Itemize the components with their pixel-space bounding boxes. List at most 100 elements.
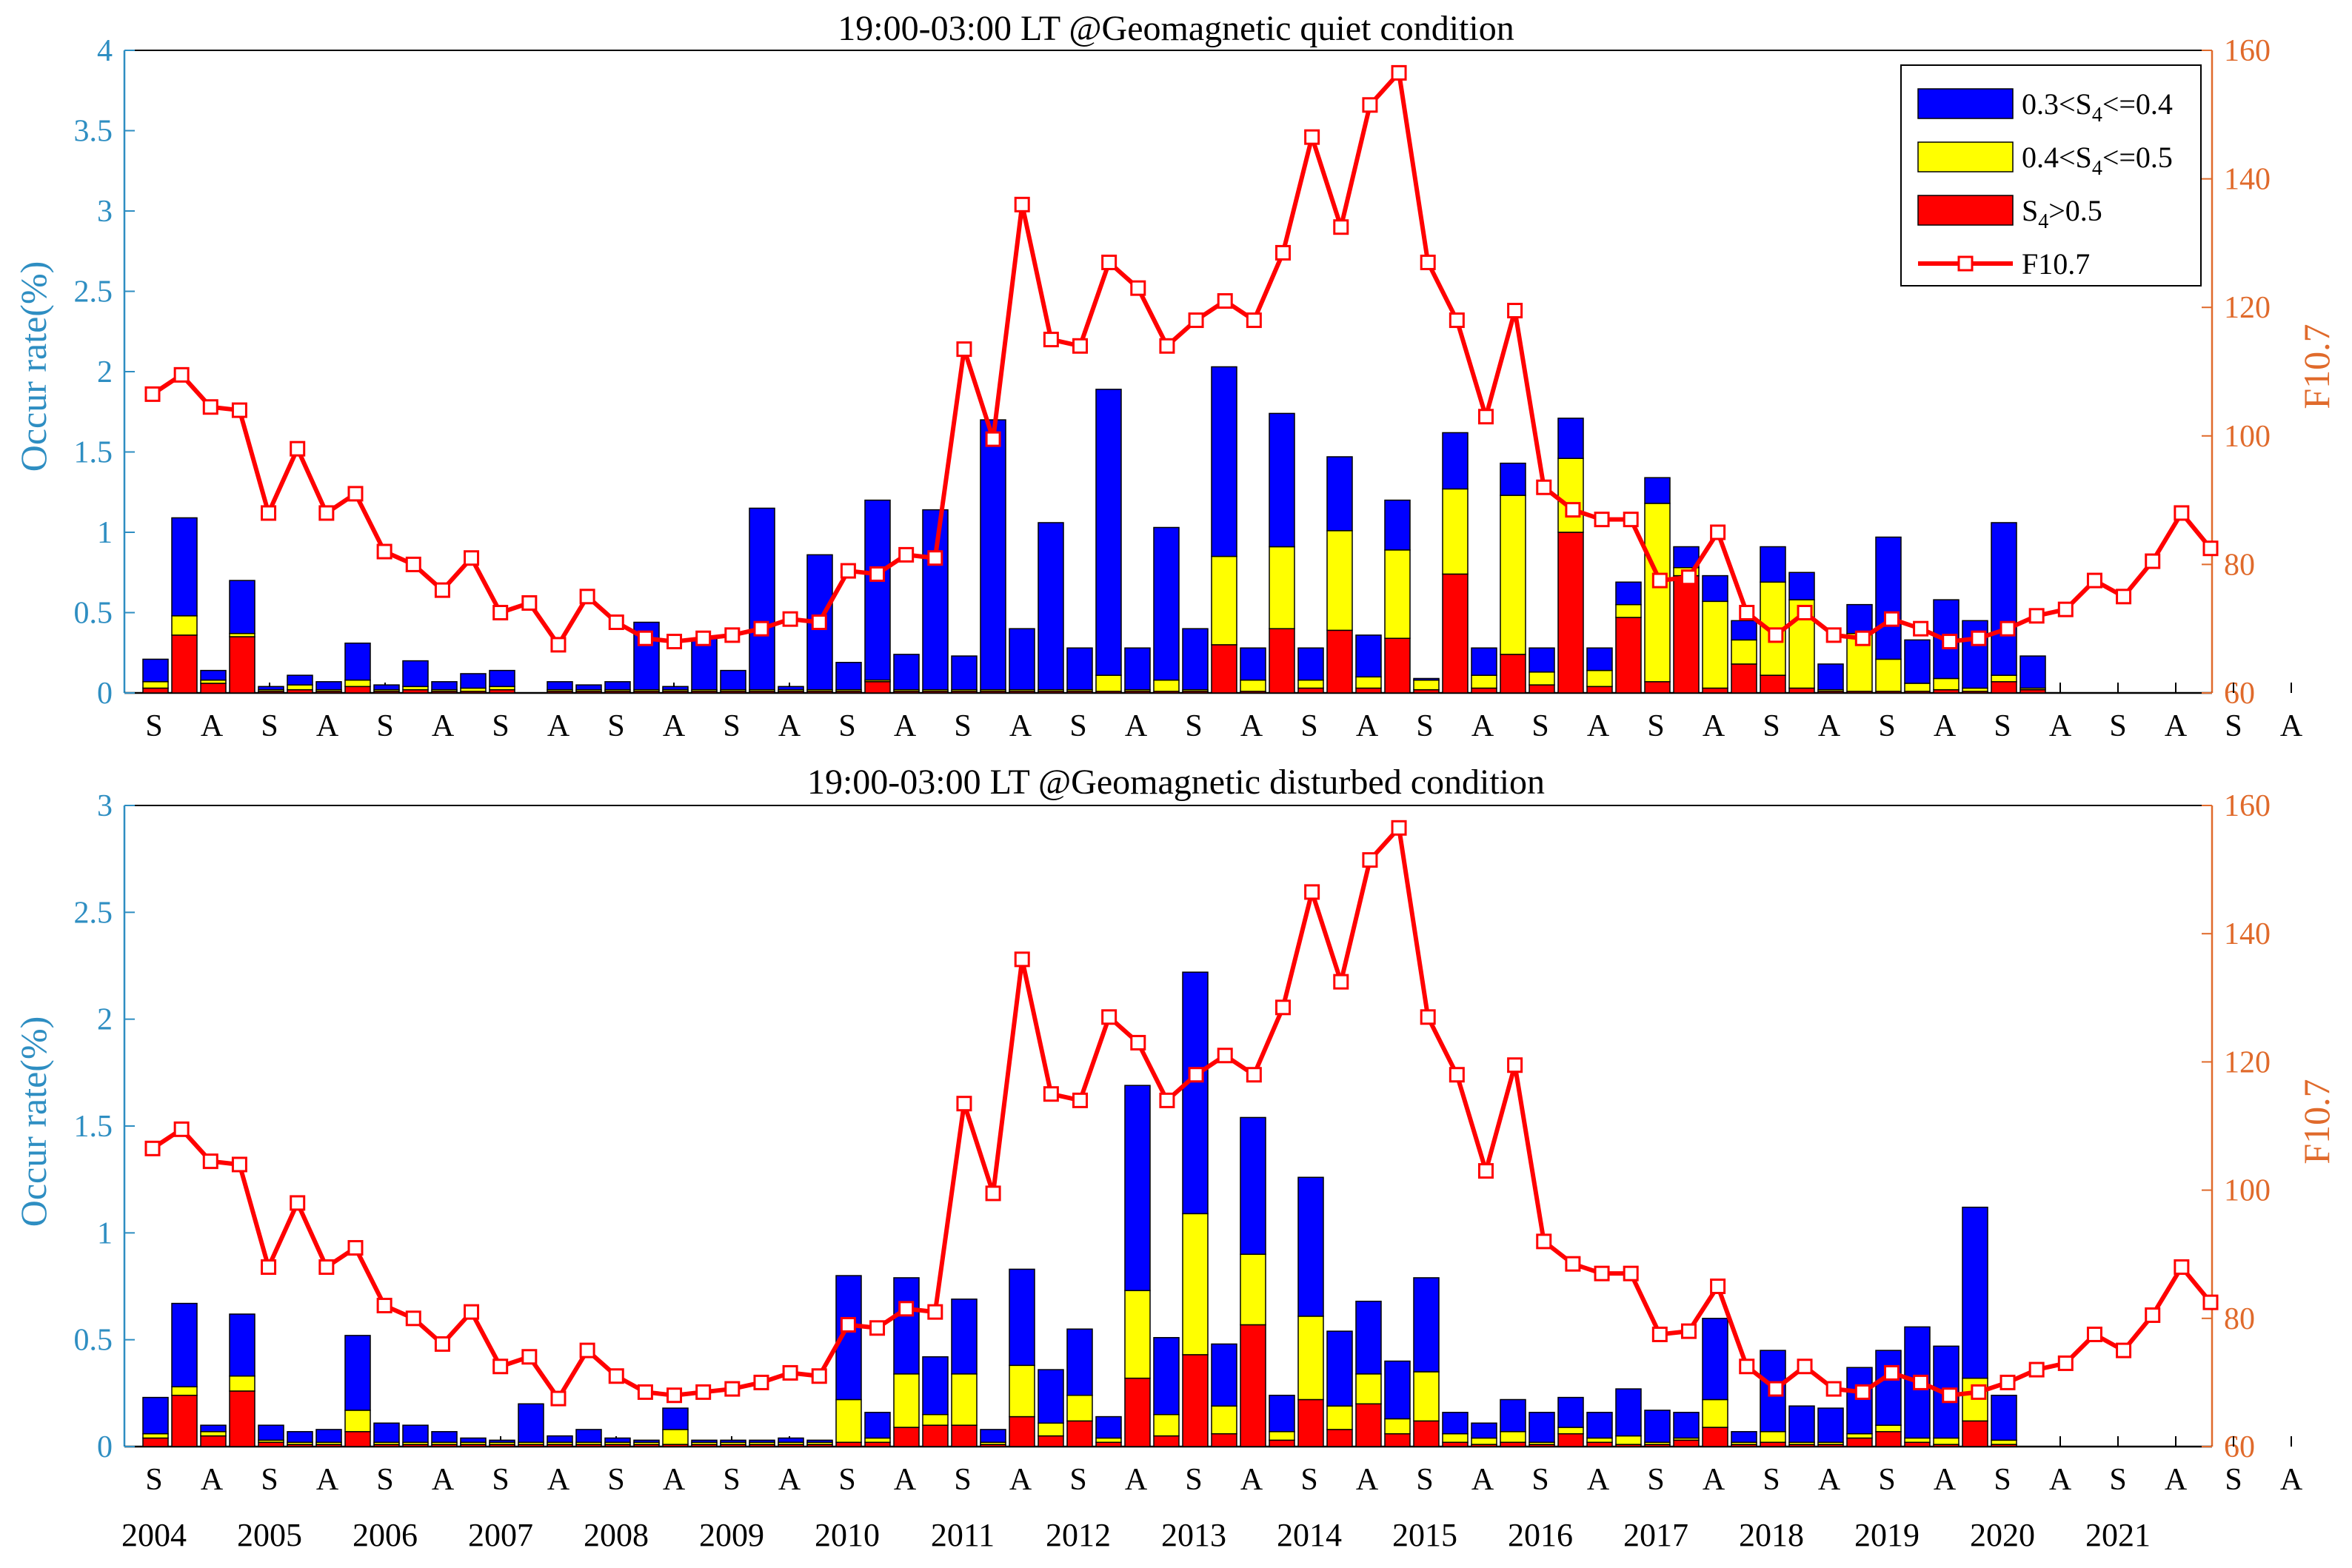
bar-s4-04-05 <box>1095 674 1122 692</box>
f107-point <box>1188 312 1204 329</box>
bar-s4-03-04 <box>1615 1388 1642 1437</box>
bar-s4-04-05 <box>1500 1431 1526 1443</box>
bar-s4-03-04 <box>1991 1394 2017 1441</box>
year-label: 2017 <box>1623 1517 1688 1553</box>
bar-s4-03-04 <box>1384 499 1411 551</box>
f107-point <box>464 1304 480 1320</box>
x-tick-label: A <box>1934 1463 1957 1497</box>
year-label: 2004 <box>121 1517 187 1553</box>
f107-point <box>1072 1092 1089 1108</box>
year-label: 2021 <box>2085 1517 2151 1553</box>
bar-s4-04-05 <box>1991 674 2017 683</box>
x-tick-label: S <box>1069 709 1086 743</box>
y-tick-label-left: 2 <box>97 1003 113 1037</box>
bar-s4-04-05 <box>1095 1437 1122 1443</box>
x-tick-label: S <box>723 709 740 743</box>
f107-point <box>1246 312 1262 329</box>
bar-s4-03-04 <box>1471 647 1497 676</box>
x-tick-label: S <box>2225 1463 2242 1497</box>
x-tick-label: S <box>1300 709 1317 743</box>
bar-s4-03-04 <box>460 1437 487 1443</box>
f107-point <box>1883 1364 1900 1381</box>
bar-s4-gt-05 <box>1384 637 1411 694</box>
bar-s4-03-04 <box>893 1277 920 1375</box>
bar-s4-03-04 <box>1269 1394 1295 1433</box>
bar-s4-03-04 <box>1615 581 1642 606</box>
bar-s4-03-04 <box>229 580 255 634</box>
bar-s4-04-05 <box>864 1437 891 1443</box>
f107-point <box>318 1259 335 1276</box>
bar-s4-gt-05 <box>1673 574 1700 694</box>
x-tick-label: A <box>2280 709 2303 743</box>
bar-s4-04-05 <box>229 1375 255 1392</box>
x-tick-label: S <box>492 709 509 743</box>
x-tick-label: A <box>201 709 224 743</box>
f107-point <box>1188 1067 1204 1083</box>
bar-s4-03-04 <box>1586 647 1613 671</box>
bar-s4-03-04 <box>229 1313 255 1377</box>
f107-point <box>840 1316 856 1333</box>
bar-s4-gt-05 <box>258 1441 284 1447</box>
x-tick-label: A <box>547 1463 570 1497</box>
bar-s4-gt-05 <box>1991 681 2017 694</box>
f107-point <box>1739 605 1755 620</box>
x-tick-label: A <box>663 1463 686 1497</box>
bar-s4-03-04 <box>1153 1337 1180 1415</box>
x-tick-label: S <box>1069 1463 1086 1497</box>
bar-s4-gt-05 <box>1471 687 1497 694</box>
bar-s4-gt-05 <box>1702 687 1728 694</box>
f107-point <box>464 550 480 566</box>
y-tick-label-right: 80 <box>2224 548 2255 582</box>
bar-s4-04-05 <box>1240 679 1266 692</box>
f107-point <box>144 1140 161 1156</box>
bar-s4-04-05 <box>1355 676 1382 689</box>
f107-point <box>1825 627 1842 643</box>
f107-point <box>290 440 306 457</box>
x-tick-label: A <box>1240 709 1263 743</box>
bar-s4-gt-05 <box>1586 686 1613 694</box>
bar-s4-gt-05 <box>1673 1439 1700 1447</box>
bar-s4-gt-05 <box>344 1431 371 1447</box>
x-tick-label: S <box>1531 709 1548 743</box>
x-tick-label: S <box>261 709 278 743</box>
f107-point <box>1739 1358 1755 1375</box>
y-tick-label-left: 3 <box>97 195 113 229</box>
y-tick-label-right: 100 <box>2224 1174 2271 1208</box>
f107-point <box>1913 1374 1929 1390</box>
x-tick-label: A <box>1240 1463 1263 1497</box>
bar-s4-gt-05 <box>200 1435 227 1447</box>
legend-marker <box>1957 255 1974 272</box>
bar-s4-gt-05 <box>1500 654 1526 694</box>
bar-s4-03-04 <box>720 1439 746 1443</box>
bar-s4-04-05 <box>1442 1433 1469 1443</box>
x-tick-label: S <box>492 1463 509 1497</box>
x-tick-label: A <box>1703 709 1725 743</box>
bar-s4-gt-05 <box>1355 687 1382 694</box>
bar-s4-04-05 <box>1471 674 1497 689</box>
bar-s4-gt-05 <box>1211 644 1237 694</box>
f107-point <box>2116 1342 2132 1358</box>
f107-point <box>1274 244 1291 261</box>
year-label: 2016 <box>1508 1517 1573 1553</box>
bar-s4-04-05 <box>1875 1424 1902 1433</box>
bar-s4-03-04 <box>1846 1367 1873 1435</box>
f107-point <box>956 341 972 358</box>
x-tick-label: S <box>1300 1463 1317 1497</box>
bar-s4-04-05 <box>1297 679 1324 689</box>
bar-s4-03-04 <box>604 1437 631 1443</box>
bar-s4-04-05 <box>1326 530 1353 631</box>
f107-point <box>202 1153 218 1170</box>
bar-s4-gt-05 <box>1788 687 1815 694</box>
x-tick-label: A <box>2165 709 2188 743</box>
bar-s4-gt-05 <box>1760 1441 1786 1447</box>
f107-point <box>1710 524 1726 540</box>
bar-s4-03-04 <box>749 507 775 691</box>
bar-s4-03-04 <box>575 684 602 691</box>
legend-label: 0.4<S4<=0.5 <box>2022 141 2173 180</box>
bar-s4-03-04 <box>1326 456 1353 532</box>
f107-point <box>1159 338 1175 354</box>
bar-s4-04-05 <box>1615 1435 1642 1445</box>
f107-point <box>1217 293 1233 309</box>
bar-s4-03-04 <box>951 1299 978 1375</box>
bar-s4-03-04 <box>1182 971 1209 1215</box>
